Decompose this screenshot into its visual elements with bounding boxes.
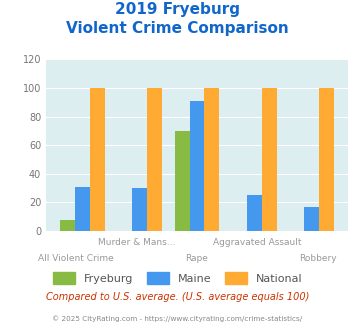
Text: Robbery: Robbery bbox=[299, 254, 337, 263]
Bar bbox=[75, 187, 90, 231]
Bar bbox=[90, 88, 105, 231]
Bar bbox=[60, 219, 75, 231]
Text: Aggravated Assault: Aggravated Assault bbox=[213, 238, 302, 247]
Bar bbox=[190, 101, 204, 231]
Legend: Fryeburg, Maine, National: Fryeburg, Maine, National bbox=[48, 268, 307, 288]
Bar bbox=[147, 88, 162, 231]
Text: Compared to U.S. average. (U.S. average equals 100): Compared to U.S. average. (U.S. average … bbox=[46, 292, 309, 302]
Bar bbox=[132, 188, 147, 231]
Text: 2019 Fryeburg: 2019 Fryeburg bbox=[115, 2, 240, 16]
Bar bbox=[319, 88, 334, 231]
Text: © 2025 CityRating.com - https://www.cityrating.com/crime-statistics/: © 2025 CityRating.com - https://www.city… bbox=[53, 315, 302, 322]
Text: Murder & Mans...: Murder & Mans... bbox=[98, 238, 175, 247]
Text: Rape: Rape bbox=[186, 254, 208, 263]
Text: All Violent Crime: All Violent Crime bbox=[38, 254, 114, 263]
Bar bbox=[204, 88, 219, 231]
Bar bbox=[175, 131, 190, 231]
Bar bbox=[304, 207, 319, 231]
Bar bbox=[247, 195, 262, 231]
Text: Violent Crime Comparison: Violent Crime Comparison bbox=[66, 21, 289, 36]
Bar bbox=[262, 88, 277, 231]
